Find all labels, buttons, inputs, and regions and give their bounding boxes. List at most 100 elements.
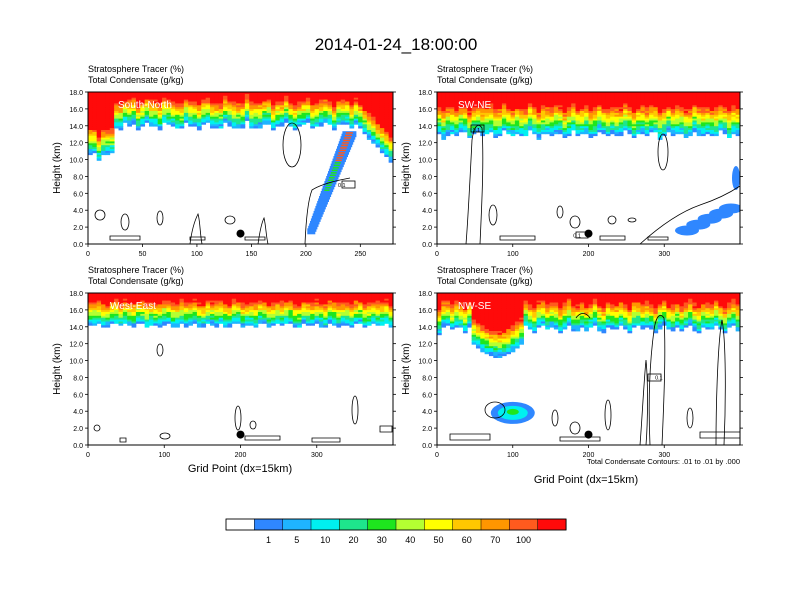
heatmap-cell [153, 319, 159, 322]
heatmap-cell [501, 109, 507, 112]
heatmap-cell [288, 321, 294, 324]
heatmap-cell [183, 300, 189, 303]
heatmap-cell [271, 296, 276, 300]
heatmap-cell [709, 116, 715, 119]
heatmap-cell [188, 116, 193, 119]
heatmap-cell [545, 105, 550, 108]
heatmap-cell [201, 120, 207, 123]
heatmap-cell [458, 99, 464, 102]
heatmap-cell [683, 114, 689, 118]
heatmap-cell [227, 325, 233, 328]
heatmap-cell [201, 111, 207, 114]
heatmap-cell [610, 130, 615, 133]
heatmap-cell [471, 101, 477, 104]
heatmap-cell [437, 130, 442, 133]
heatmap-cell [332, 97, 337, 100]
heatmap-cell [497, 103, 503, 106]
heatmap-cell [240, 321, 246, 324]
heatmap-cell [323, 112, 329, 116]
heatmap-cell [523, 95, 529, 99]
heatmap-cell [579, 95, 585, 99]
heatmap-cell [218, 99, 224, 102]
heatmap-cell [519, 325, 524, 328]
heatmap-cell [670, 124, 676, 127]
heatmap-cell [118, 105, 124, 108]
heatmap-cell [514, 99, 520, 102]
heatmap-cell [484, 313, 490, 317]
heatmap-cell [379, 145, 385, 148]
heatmap-cell [467, 116, 473, 119]
heatmap-cell [519, 93, 524, 97]
heatmap-cell [549, 103, 555, 106]
heatmap-cell [127, 306, 132, 309]
heatmap-cell [458, 317, 464, 320]
heatmap-cell [127, 304, 132, 307]
heatmap-cell [109, 124, 115, 127]
heatmap-cell [584, 92, 589, 95]
heatmap-cell [640, 120, 646, 123]
heatmap-cell [144, 112, 150, 116]
heatmap-cell [188, 93, 193, 97]
heatmap-cell [480, 312, 486, 315]
heatmap-cell [467, 112, 473, 116]
heatmap-cell [571, 120, 576, 123]
heatmap-cell [666, 118, 672, 121]
heatmap-cell [122, 308, 128, 311]
heatmap-cell [610, 97, 615, 100]
heatmap-cell [462, 99, 468, 102]
heatmap-cell [96, 143, 102, 146]
heatmap-cell [497, 95, 503, 99]
heatmap-cell [540, 114, 546, 118]
heatmap-cell [475, 107, 481, 110]
heatmap-cell [218, 116, 224, 119]
heatmap-cell [575, 111, 581, 114]
heatmap-cell [349, 313, 355, 317]
heatmap-cell [467, 107, 473, 110]
heatmap-cell [540, 112, 546, 116]
heatmap-cell [192, 93, 198, 97]
heatmap-cell [480, 313, 486, 317]
heatmap-cell [366, 92, 372, 95]
heatmap-cell [640, 92, 646, 95]
heatmap-cell [240, 101, 246, 104]
heatmap-cell [188, 114, 193, 118]
heatmap-cell [109, 319, 115, 322]
heatmap-cell [683, 120, 689, 123]
heatmap-cell [149, 120, 154, 123]
heatmap-cell [144, 92, 150, 95]
heatmap-cell [358, 112, 363, 116]
heatmap-cell [253, 302, 259, 305]
heatmap-cell [475, 112, 481, 116]
heatmap-cell [127, 93, 132, 97]
heatmap-cell [506, 128, 511, 131]
heatmap-cell [454, 306, 460, 309]
heatmap-cell [454, 304, 460, 307]
heatmap-cell [88, 114, 93, 118]
heatmap-cell [375, 116, 381, 119]
heatmap-cell [323, 294, 329, 298]
heatmap-cell [262, 313, 268, 317]
heatmap-cell [527, 304, 533, 307]
heatmap-cell [437, 327, 442, 330]
heatmap-cell [310, 103, 315, 106]
heatmap-cell [257, 124, 263, 127]
heatmap-cell [105, 308, 111, 311]
heatmap-cell [101, 93, 106, 97]
heatmap-cell [627, 97, 633, 100]
heatmap-cell [345, 315, 350, 319]
heatmap-cell [101, 137, 106, 140]
heatmap-cell [709, 128, 715, 131]
heatmap-cell [236, 304, 241, 307]
heatmap-cell [92, 114, 98, 118]
heatmap-cell [462, 124, 468, 127]
heatmap-cell [471, 131, 477, 135]
heatmap-cell [501, 112, 507, 116]
heatmap-cell [688, 97, 693, 100]
heatmap-cell [558, 126, 563, 129]
heatmap-cell [157, 92, 163, 95]
heatmap-cell [388, 158, 393, 161]
heatmap-cell [493, 315, 498, 319]
heatmap-cell [88, 308, 93, 311]
heatmap-cell [683, 124, 689, 127]
heatmap-cell [497, 317, 503, 320]
